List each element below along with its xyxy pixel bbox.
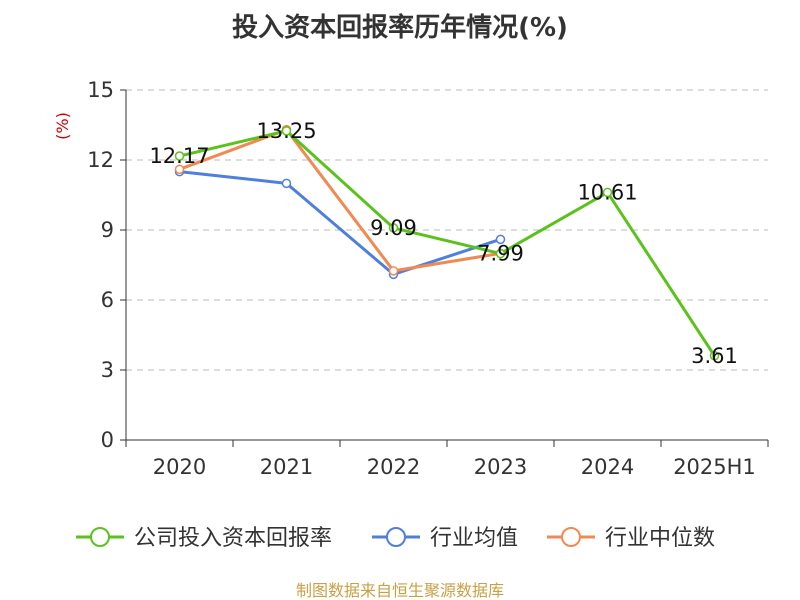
data-point-1-2023	[495, 234, 506, 245]
legend: 公司投入资本回报率 行业均值 行业中位数	[76, 526, 715, 551]
x-tick-label-2024: 2024	[581, 455, 634, 479]
series-lines	[174, 124, 720, 361]
data-point-0-2023	[495, 248, 506, 259]
data-labels: 12.17 13.25 9.09 7.99 10.61 3.61	[149, 119, 737, 368]
grid-lines	[126, 89, 768, 371]
y-tick-label-12: 12	[87, 148, 114, 172]
data-label-2023: 7.99	[477, 242, 524, 266]
data-label-2022: 9.09	[370, 216, 417, 240]
legend-label-0: 公司投入资本回报率	[134, 526, 332, 551]
data-point-0-2025H1	[709, 351, 720, 361]
x-tick-label-2023: 2023	[474, 455, 527, 479]
data-label-2021: 13.25	[256, 119, 316, 143]
series-line-0	[179, 129, 716, 357]
y-tick-label-0: 0	[101, 428, 114, 452]
series-line-1	[179, 170, 501, 276]
data-label-2024: 10.61	[577, 180, 637, 204]
y-tick-label-3: 3	[101, 358, 114, 382]
data-point-2-2022	[388, 266, 399, 276]
legend-label-2: 行业中位数	[605, 526, 715, 551]
axes	[125, 90, 768, 441]
y-tick-label-9: 9	[101, 218, 114, 242]
y-axis-unit-label: (%)	[53, 112, 72, 140]
chart-title: 投入资本回报率历年情况(%)	[232, 12, 568, 43]
data-point-0-2021	[281, 126, 292, 136]
data-point-0-2020	[174, 151, 185, 161]
data-point-0-2022	[388, 223, 399, 233]
data-label-2020: 12.17	[149, 144, 209, 168]
x-tick-label-2021: 2021	[260, 455, 313, 479]
source-note: 制图数据来自恒生聚源数据库	[296, 581, 504, 600]
legend-marker-1	[386, 527, 406, 547]
x-tick-label-2022: 2022	[367, 455, 420, 479]
data-point-2-2020	[174, 164, 185, 175]
y-axis-ticks: 0 3 6 9 12 15	[87, 78, 126, 452]
x-axis-ticks: 2020 2021 2022 2023 2024 2025H1	[125, 440, 769, 479]
x-tick-label-2020: 2020	[153, 455, 206, 479]
legend-label-1: 行业均值	[430, 526, 518, 551]
data-label-2025H1: 3.61	[691, 344, 738, 368]
series-line-2	[178, 128, 501, 273]
y-tick-label-6: 6	[101, 288, 114, 312]
data-point-1-2021	[281, 178, 292, 189]
legend-marker-2	[561, 527, 581, 547]
legend-marker-0	[90, 527, 110, 547]
x-tick-label-2025H1: 2025H1	[673, 455, 756, 479]
data-point-0-2024	[602, 187, 613, 198]
y-tick-label-15: 15	[87, 78, 114, 102]
